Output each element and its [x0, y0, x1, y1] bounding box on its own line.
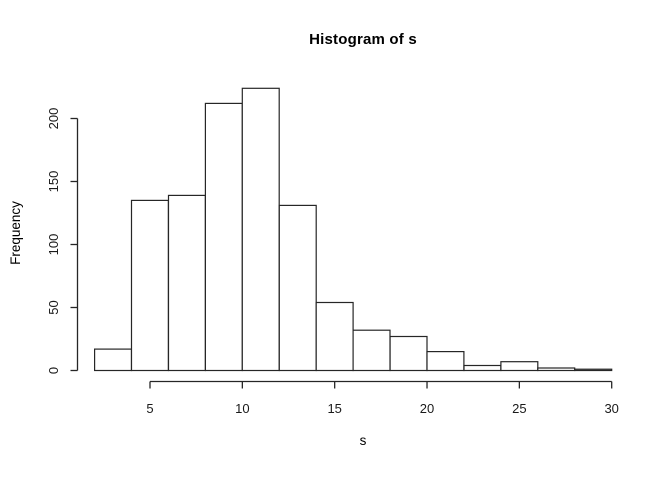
histogram-bar: [426, 351, 465, 372]
histogram-bar: [389, 335, 428, 372]
chart-title: Histogram of s: [309, 31, 417, 48]
x-axis-label: s: [359, 433, 367, 448]
histogram-bar: [315, 301, 354, 372]
y-tick-label: 0: [46, 367, 61, 374]
x-tick-label: 5: [146, 401, 153, 416]
histogram-bar: [241, 87, 280, 372]
histogram-bar: [130, 199, 170, 372]
x-tick-label: 25: [512, 401, 526, 416]
x-tick-label: 20: [420, 401, 434, 416]
histogram-bar: [500, 361, 539, 372]
y-tick-label: 50: [46, 300, 61, 314]
histogram-bar: [574, 368, 613, 372]
histogram-bar: [463, 364, 502, 372]
y-tick-label: 100: [46, 234, 61, 256]
x-tick-label: 30: [604, 401, 618, 416]
histogram-bar: [93, 348, 133, 372]
y-tick-label: 150: [46, 171, 61, 193]
histogram-bar: [167, 194, 207, 372]
y-tick-label: 200: [46, 108, 61, 130]
x-tick-label: 10: [235, 401, 249, 416]
y-axis-label: Frequency: [8, 201, 23, 265]
x-tick-label: 15: [327, 401, 341, 416]
histogram-bar: [352, 329, 391, 372]
histogram-bar: [204, 102, 243, 372]
histogram-bar: [278, 204, 317, 372]
histogram-bar: [537, 367, 576, 372]
